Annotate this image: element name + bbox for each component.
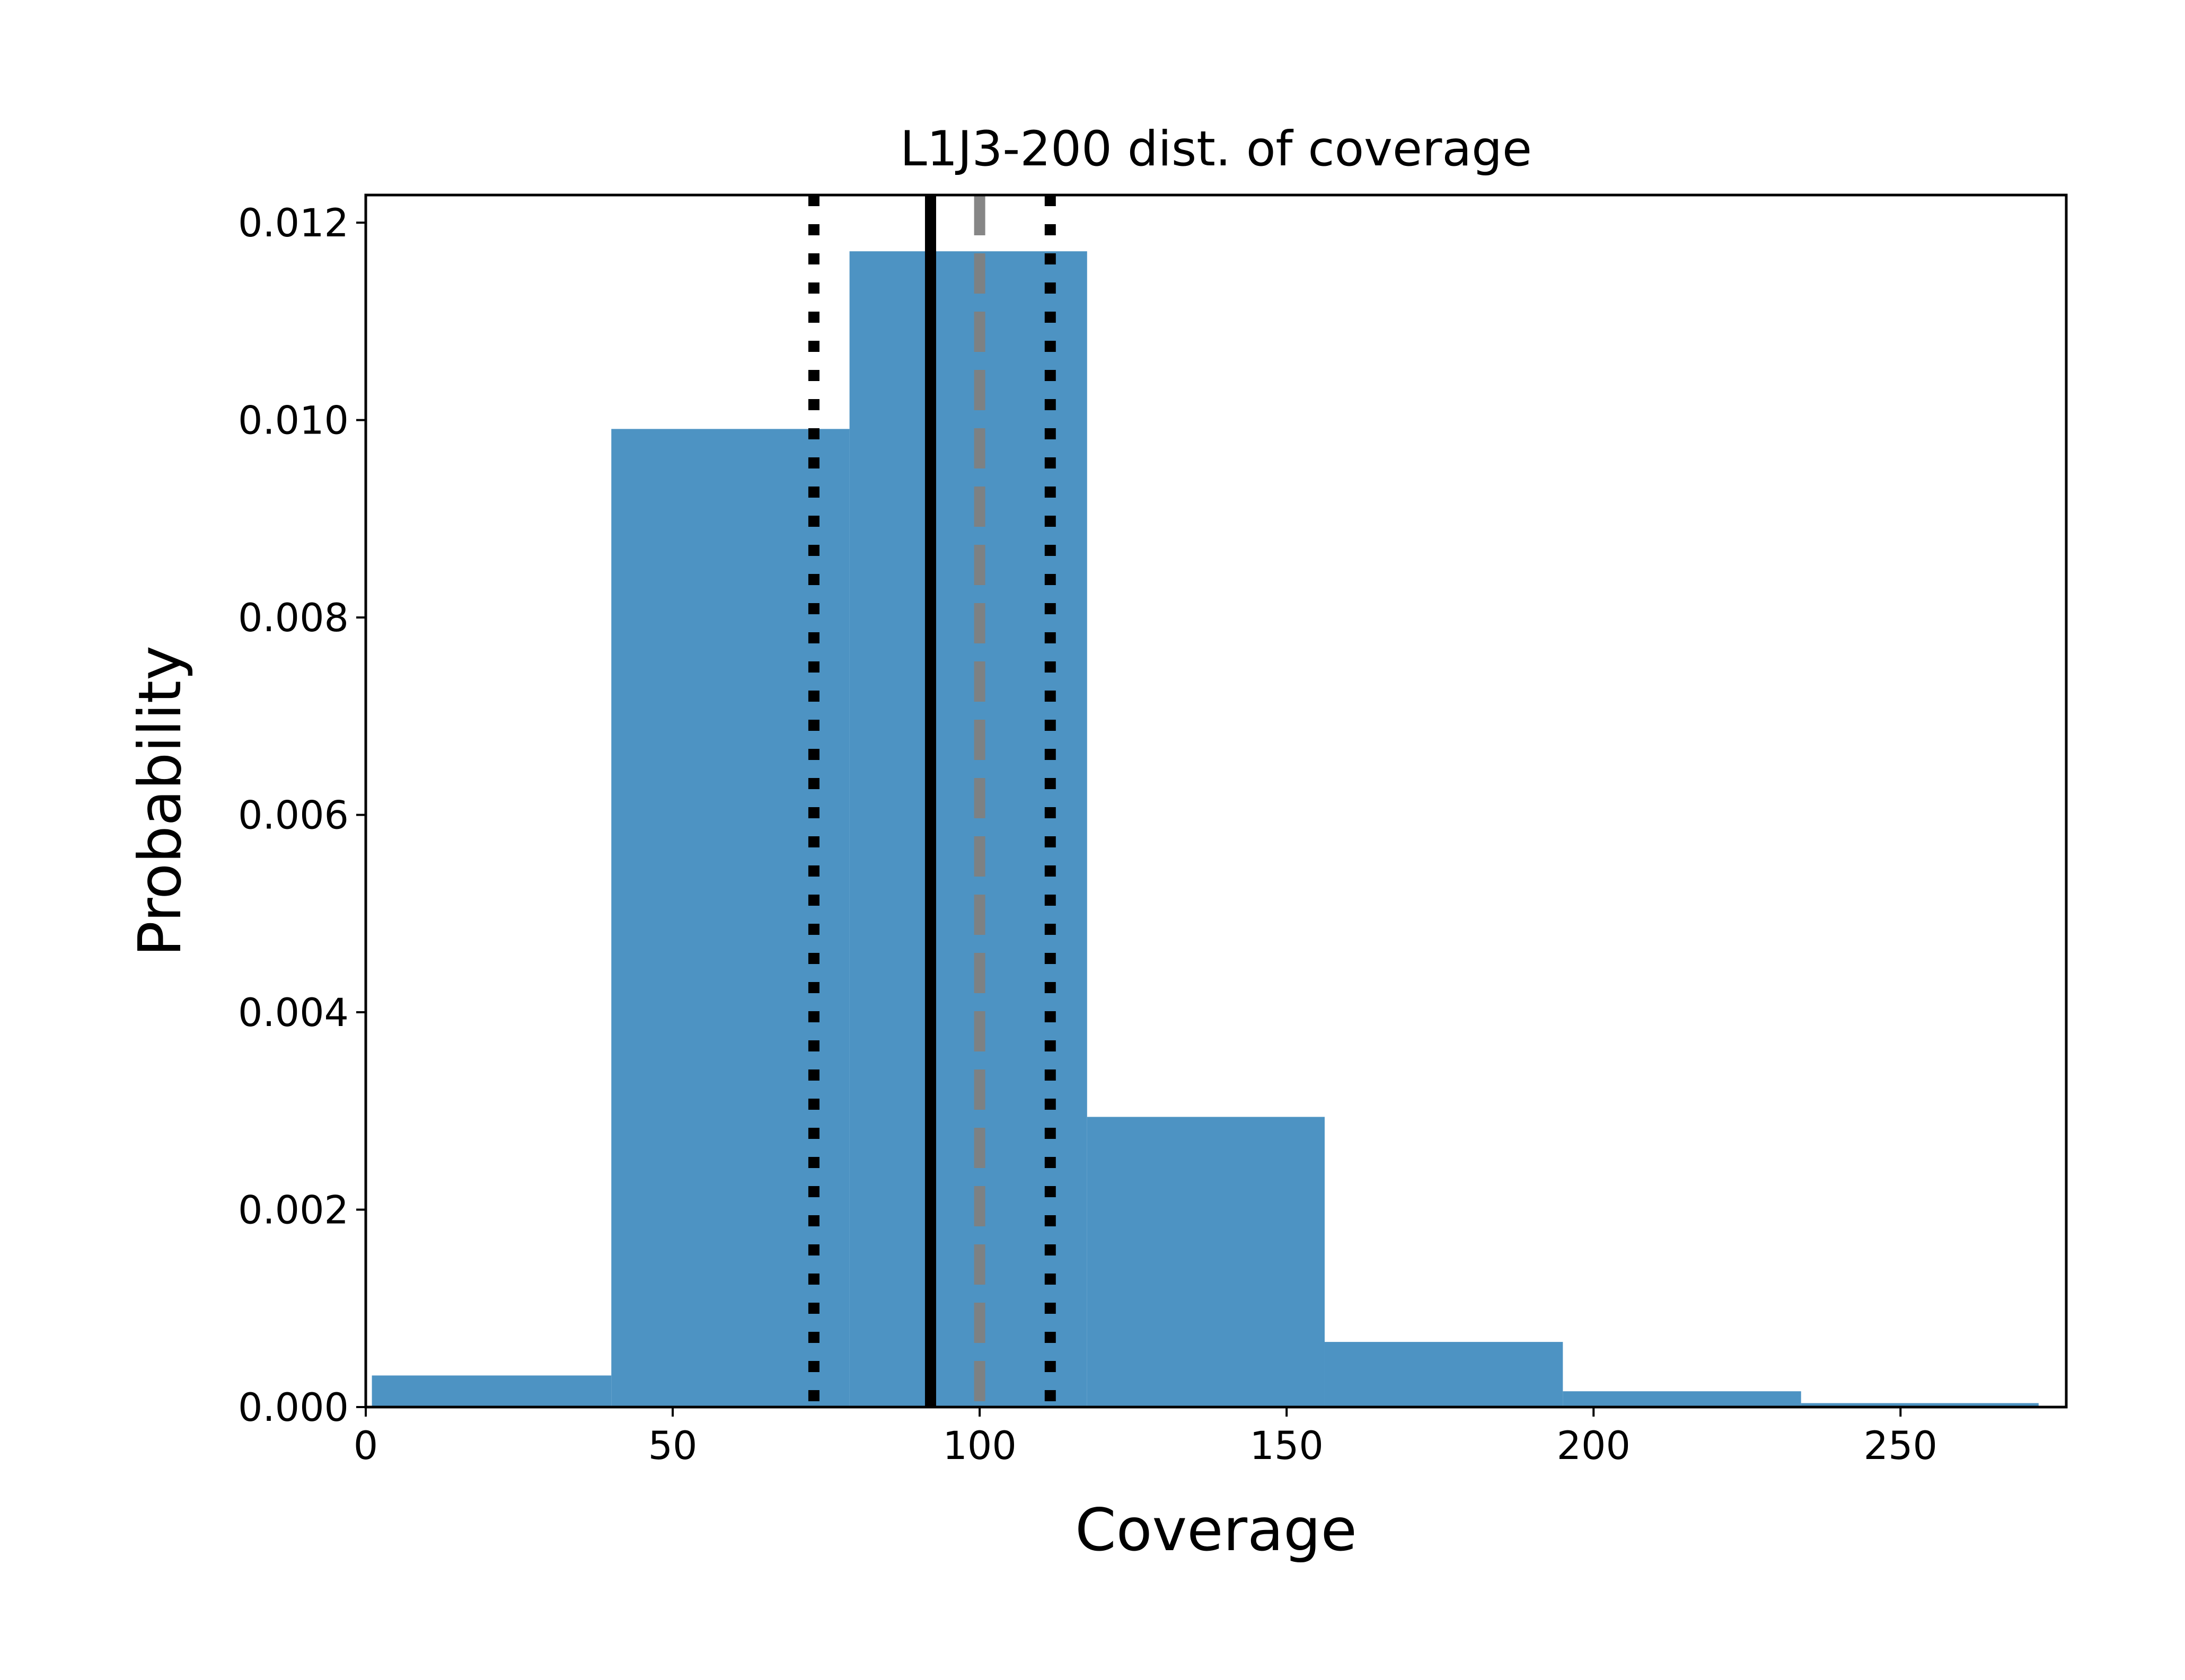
y-tick-label-2: 0.004 [238, 991, 349, 1036]
histogram-bar-3 [1087, 1117, 1325, 1407]
x-tick-label-1: 50 [648, 1423, 698, 1469]
y-tick-label-0: 0.000 [238, 1385, 349, 1430]
chart-title: L1J3-200 dist. of coverage [900, 121, 1532, 177]
histogram-bar-0 [372, 1375, 612, 1407]
y-tick-label-3: 0.006 [238, 793, 349, 838]
histogram-bar-5 [1563, 1391, 1801, 1407]
plot-frame [364, 193, 2068, 1409]
histogram-bar-6 [1801, 1403, 2039, 1407]
x-axis-label: Coverage [1075, 1496, 1357, 1564]
y-axis-ticks: 0.000 0.002 0.004 0.006 0.008 0.010 0.012 [238, 201, 366, 1430]
y-tick-label-5: 0.010 [238, 399, 349, 444]
x-tick-label-2: 100 [942, 1423, 1016, 1469]
y-tick-label-6: 0.012 [238, 201, 349, 246]
x-tick-label-4: 200 [1557, 1423, 1631, 1469]
histogram-bar-2 [849, 251, 1087, 1408]
x-tick-label-5: 250 [1864, 1423, 1937, 1469]
y-tick-label-4: 0.008 [238, 596, 349, 641]
y-axis-label: Probability [126, 646, 195, 957]
x-tick-label-0: 0 [354, 1423, 378, 1469]
x-tick-label-3: 150 [1250, 1423, 1324, 1469]
histogram-bars [372, 251, 2039, 1408]
reference-lines [808, 195, 1056, 1407]
histogram-bar-1 [611, 429, 850, 1407]
x-axis-ticks: 0 50 100 150 200 250 [354, 1407, 1937, 1469]
y-tick-label-1: 0.002 [238, 1188, 349, 1233]
histogram-bar-4 [1324, 1342, 1563, 1407]
